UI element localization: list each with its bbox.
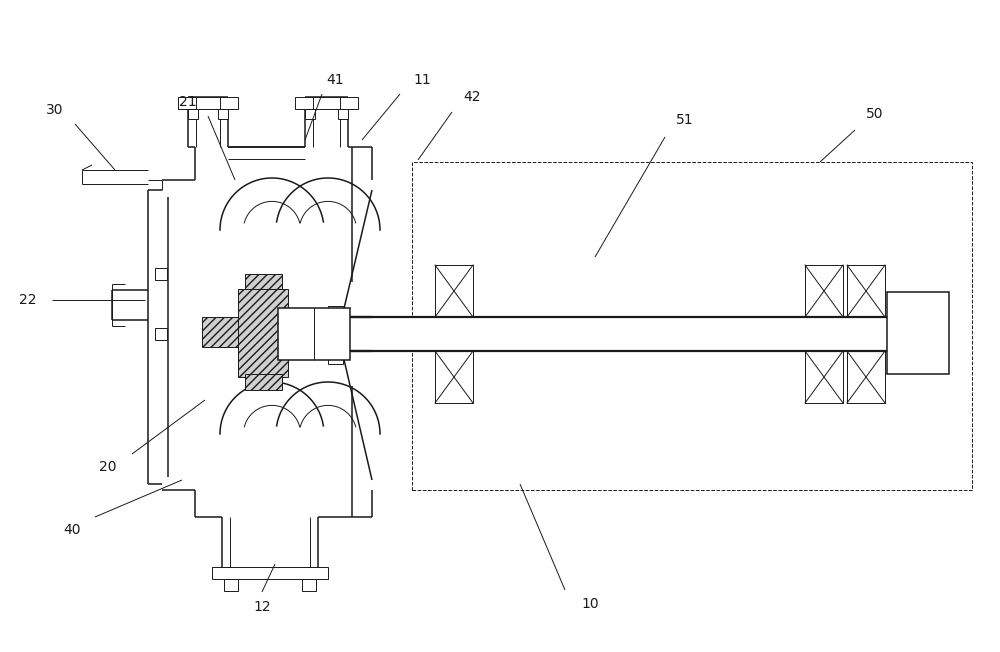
Text: 22: 22 <box>19 293 37 307</box>
Text: 51: 51 <box>676 113 694 127</box>
Bar <box>887 292 949 374</box>
Bar <box>278 308 350 360</box>
Bar <box>188 109 198 119</box>
Polygon shape <box>238 289 288 377</box>
Bar <box>178 97 238 109</box>
Bar <box>435 351 473 403</box>
Bar <box>305 109 315 119</box>
Bar <box>435 265 473 317</box>
Bar <box>328 350 343 364</box>
Text: 10: 10 <box>581 597 599 611</box>
Bar <box>412 162 972 490</box>
Polygon shape <box>245 274 282 289</box>
Text: 40: 40 <box>63 523 81 537</box>
Bar <box>155 268 167 280</box>
Polygon shape <box>245 374 282 390</box>
Text: 20: 20 <box>99 460 117 474</box>
Bar <box>805 265 843 317</box>
Bar <box>302 579 316 591</box>
Bar <box>342 317 910 351</box>
Bar <box>847 265 885 317</box>
Bar <box>218 109 228 119</box>
Text: 30: 30 <box>46 103 64 117</box>
Bar <box>338 109 348 119</box>
Bar <box>212 567 328 579</box>
Text: 11: 11 <box>413 73 431 87</box>
Polygon shape <box>202 317 238 347</box>
Text: 50: 50 <box>866 107 884 121</box>
Bar <box>295 97 358 109</box>
Bar <box>847 351 885 403</box>
Text: 12: 12 <box>253 600 271 614</box>
Text: 41: 41 <box>326 73 344 87</box>
Bar <box>224 579 238 591</box>
Bar <box>805 351 843 403</box>
Bar <box>155 328 167 340</box>
Bar <box>328 306 343 320</box>
Text: 21: 21 <box>179 95 197 109</box>
Text: 42: 42 <box>463 90 481 104</box>
